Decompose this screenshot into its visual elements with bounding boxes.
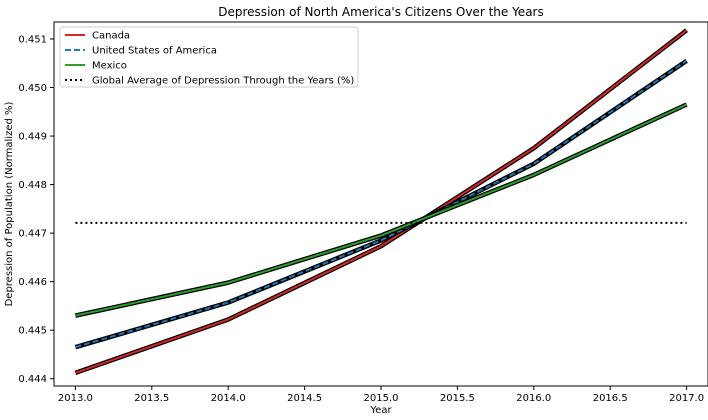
y-tick-label: 0.447 [18, 229, 47, 240]
legend-label: Mexico [92, 61, 127, 72]
x-tick-label: 2013.0 [58, 393, 93, 404]
y-tick-label: 0.449 [18, 132, 47, 143]
x-tick-label: 2016.5 [593, 393, 628, 404]
x-axis-label: Year [369, 405, 392, 416]
chart-title: Depression of North America's Citizens O… [218, 5, 543, 19]
y-tick-label: 0.445 [18, 326, 47, 337]
legend-label: United States of America [92, 46, 217, 57]
plot-area: 2013.0 2013.5 2014.0 2014.5 2015.0 2015.5 2016… [18, 28, 704, 404]
y-axis-label: Depression of Population (Normalized %) [4, 102, 15, 307]
x-tick-label: 2014.5 [287, 393, 322, 404]
legend-label: Canada [92, 31, 130, 42]
series-line [75, 103, 688, 317]
y-tick-label: 0.451 [18, 34, 47, 45]
x-tick-label: 2013.5 [134, 393, 169, 404]
x-tick-label: 2015.0 [364, 393, 399, 404]
legend-label: Global Average of Depression Through the… [92, 76, 354, 87]
legend: Canada United States of America Mexico Glob… [59, 26, 359, 88]
x-tick-label: 2016.0 [516, 393, 551, 404]
series-line [75, 60, 688, 349]
series-line [75, 29, 688, 374]
plot-frame [53, 21, 708, 387]
y-tick-label: 0.448 [18, 180, 47, 191]
y-tick-label: 0.446 [18, 277, 47, 288]
x-tick-label: 2015.5 [440, 393, 475, 404]
x-tick-label: 2017.0 [669, 393, 704, 404]
y-tick-label: 0.450 [18, 83, 47, 94]
y-tick-label: 0.444 [18, 374, 47, 385]
x-tick-label: 2014.0 [211, 393, 246, 404]
legend-box [59, 26, 359, 88]
